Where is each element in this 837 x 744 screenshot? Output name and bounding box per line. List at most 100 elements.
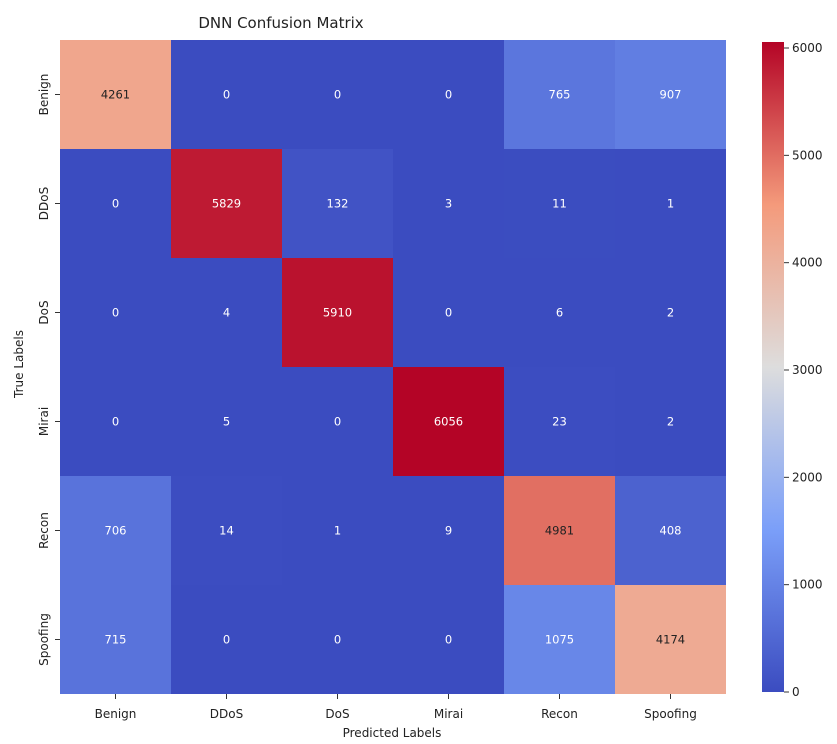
colorbar-tick-label: 2000 xyxy=(792,470,823,484)
heatmap-cell xyxy=(282,258,393,367)
cell-value-label: 0 xyxy=(112,306,119,320)
heatmap-cell xyxy=(504,367,615,476)
heatmap-cell xyxy=(60,40,171,149)
cell-value-label: 0 xyxy=(112,197,119,211)
y-tick-label: DDoS xyxy=(37,187,51,220)
colorbar xyxy=(762,42,784,692)
cell-value-label: 5829 xyxy=(212,197,241,211)
cell-value-label: 0 xyxy=(445,88,452,102)
y-tick-label: DoS xyxy=(37,300,51,324)
cell-value-label: 2 xyxy=(667,306,674,320)
cell-value-label: 0 xyxy=(112,415,119,429)
heatmap-cell xyxy=(615,585,726,694)
y-tick-label: Mirai xyxy=(37,407,51,436)
cell-value-label: 4174 xyxy=(656,633,685,647)
heatmap-cell xyxy=(282,367,393,476)
heatmap-cell xyxy=(171,476,282,585)
heatmap-cell xyxy=(60,367,171,476)
y-axis-label: True Labels xyxy=(12,330,26,399)
cell-value-label: 4981 xyxy=(545,524,574,538)
heatmap-cell xyxy=(393,476,504,585)
y-tick-label: Recon xyxy=(37,512,51,549)
heatmap-cell xyxy=(504,585,615,694)
heatmap-cell xyxy=(615,258,726,367)
heatmap-cell xyxy=(171,40,282,149)
cell-value-label: 0 xyxy=(223,88,230,102)
x-tick-label: DoS xyxy=(325,707,349,721)
heatmap-cell xyxy=(615,476,726,585)
cell-value-label: 14 xyxy=(219,524,234,538)
x-tick-label: Spoofing xyxy=(644,707,697,721)
cell-value-label: 132 xyxy=(327,197,349,211)
heatmap-cells xyxy=(60,40,726,694)
colorbar-tick-label: 4000 xyxy=(792,256,823,270)
heatmap-cell xyxy=(60,149,171,258)
colorbar-tick-label: 0 xyxy=(792,685,800,699)
y-tick-label: Benign xyxy=(37,74,51,116)
x-tick-label: Recon xyxy=(541,707,578,721)
y-tick-label: Spoofing xyxy=(37,613,51,666)
colorbar-tick-label: 5000 xyxy=(792,148,823,162)
heatmap-cell xyxy=(504,149,615,258)
cell-value-label: 2 xyxy=(667,415,674,429)
heatmap-cell xyxy=(171,258,282,367)
heatmap-cell xyxy=(282,40,393,149)
y-axis-tick-labels: Benign DDoS DoS Mirai Recon Spoofing xyxy=(37,74,60,666)
x-tick-label: Benign xyxy=(95,707,137,721)
cell-value-label: 706 xyxy=(105,524,127,538)
heatmap-cell xyxy=(282,476,393,585)
cell-value-label: 9 xyxy=(445,524,452,538)
heatmap-cell xyxy=(393,40,504,149)
colorbar-tick-label: 6000 xyxy=(792,41,823,55)
x-axis-label: Predicted Labels xyxy=(343,726,442,740)
cell-value-label: 715 xyxy=(105,633,127,647)
cell-value-label: 23 xyxy=(552,415,567,429)
cell-value-label: 5 xyxy=(223,415,230,429)
heatmap-cell xyxy=(393,367,504,476)
cell-value-label: 0 xyxy=(445,633,452,647)
heatmap-cell xyxy=(615,149,726,258)
cell-value-label: 408 xyxy=(660,524,682,538)
cell-value-label: 0 xyxy=(223,633,230,647)
cell-value-label: 1 xyxy=(334,524,341,538)
cell-value-label: 1 xyxy=(667,197,674,211)
cell-value-label: 0 xyxy=(334,633,341,647)
colorbar-tick-label: 1000 xyxy=(792,578,823,592)
cell-value-label: 4261 xyxy=(101,88,130,102)
cell-value-label: 3 xyxy=(445,197,452,211)
cell-value-label: 907 xyxy=(660,88,682,102)
heatmap-cell xyxy=(60,585,171,694)
heatmap-cell xyxy=(60,476,171,585)
heatmap-cell xyxy=(60,258,171,367)
colorbar-tick-label: 3000 xyxy=(792,363,823,377)
x-tick-label: DDoS xyxy=(210,707,243,721)
heatmap-cell xyxy=(393,585,504,694)
heatmap-cell xyxy=(393,149,504,258)
heatmap-cell xyxy=(504,40,615,149)
x-axis-tick-labels: Benign DDoS DoS Mirai Recon Spoofing xyxy=(95,694,697,721)
cell-value-label: 0 xyxy=(334,415,341,429)
cell-value-label: 765 xyxy=(549,88,571,102)
colorbar-ticks: 0 1000 2000 3000 4000 5000 6000 xyxy=(784,41,823,699)
cell-value-label: 5910 xyxy=(323,306,352,320)
heatmap-cell xyxy=(171,367,282,476)
heatmap-cell xyxy=(393,258,504,367)
heatmap-cell xyxy=(282,149,393,258)
heatmap-cell xyxy=(504,476,615,585)
cell-value-label: 6056 xyxy=(434,415,463,429)
cell-value-label: 11 xyxy=(552,197,567,211)
heatmap-cell xyxy=(504,258,615,367)
cell-value-label: 0 xyxy=(445,306,452,320)
heatmap-cell xyxy=(615,367,726,476)
heatmap-cell xyxy=(171,585,282,694)
cell-value-label: 0 xyxy=(334,88,341,102)
cell-value-label: 4 xyxy=(223,306,230,320)
heatmap-cell xyxy=(171,149,282,258)
heatmap-cell xyxy=(282,585,393,694)
chart-title: DNN Confusion Matrix xyxy=(198,14,363,32)
cell-value-label: 6 xyxy=(556,306,563,320)
x-tick-label: Mirai xyxy=(434,707,463,721)
cell-value-label: 1075 xyxy=(545,633,574,647)
